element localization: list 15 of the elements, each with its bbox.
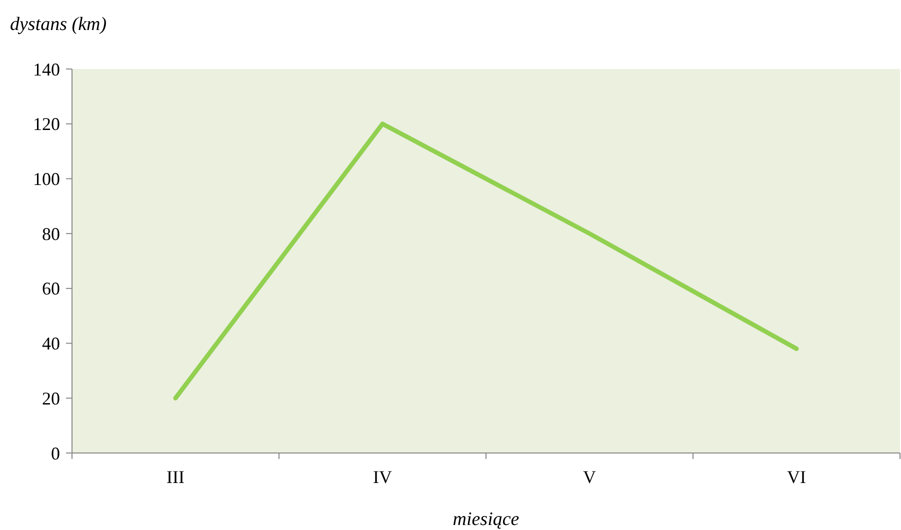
x-tick-label: IV xyxy=(373,467,392,487)
y-tick-label: 40 xyxy=(42,334,60,354)
y-axis-title: dystans (km) xyxy=(10,14,107,35)
y-tick-label: 120 xyxy=(33,114,60,134)
x-tick-label: VI xyxy=(787,467,806,487)
line-series xyxy=(173,122,799,400)
y-tick-label: 140 xyxy=(33,59,60,80)
x-axis-title: miesiące xyxy=(452,509,520,530)
y-tick-label: 20 xyxy=(42,388,60,408)
x-tick-label: III xyxy=(166,467,184,487)
y-tick-label: 60 xyxy=(42,278,60,299)
y-tick-label: 80 xyxy=(42,224,60,244)
x-tick-label: V xyxy=(583,467,596,487)
y-tick-label: 100 xyxy=(33,169,60,190)
y-tick-label: 0 xyxy=(51,443,60,464)
